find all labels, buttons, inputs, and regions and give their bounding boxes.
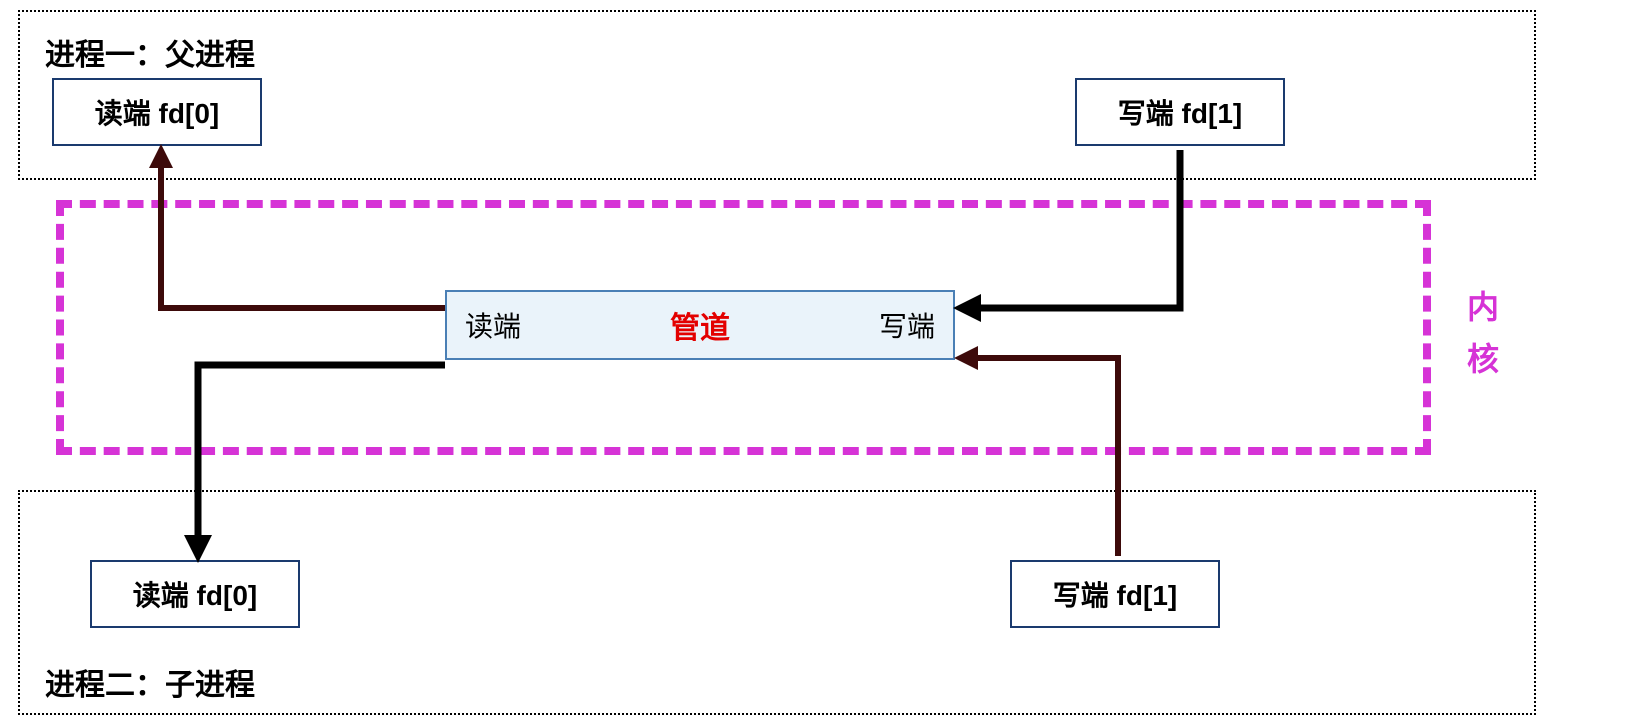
parent-process-title: 进程一：父进程 bbox=[45, 30, 255, 74]
pipe-center-label: 管道 bbox=[670, 303, 730, 347]
parent-read-fd-box: 读端 fd[0] bbox=[52, 78, 262, 146]
kernel-label: 内核 bbox=[1458, 290, 1504, 394]
pipe-write-label: 写端 bbox=[879, 305, 935, 345]
parent-write-fd-box: 写端 fd[1] bbox=[1075, 78, 1285, 146]
child-write-fd-box: 写端 fd[1] bbox=[1010, 560, 1220, 628]
child-read-fd-box: 读端 fd[0] bbox=[90, 560, 300, 628]
child-process-title: 进程二：子进程 bbox=[45, 660, 255, 704]
pipe-read-label: 读端 bbox=[465, 305, 521, 345]
pipe-box: 读端 管道 写端 bbox=[445, 290, 955, 360]
